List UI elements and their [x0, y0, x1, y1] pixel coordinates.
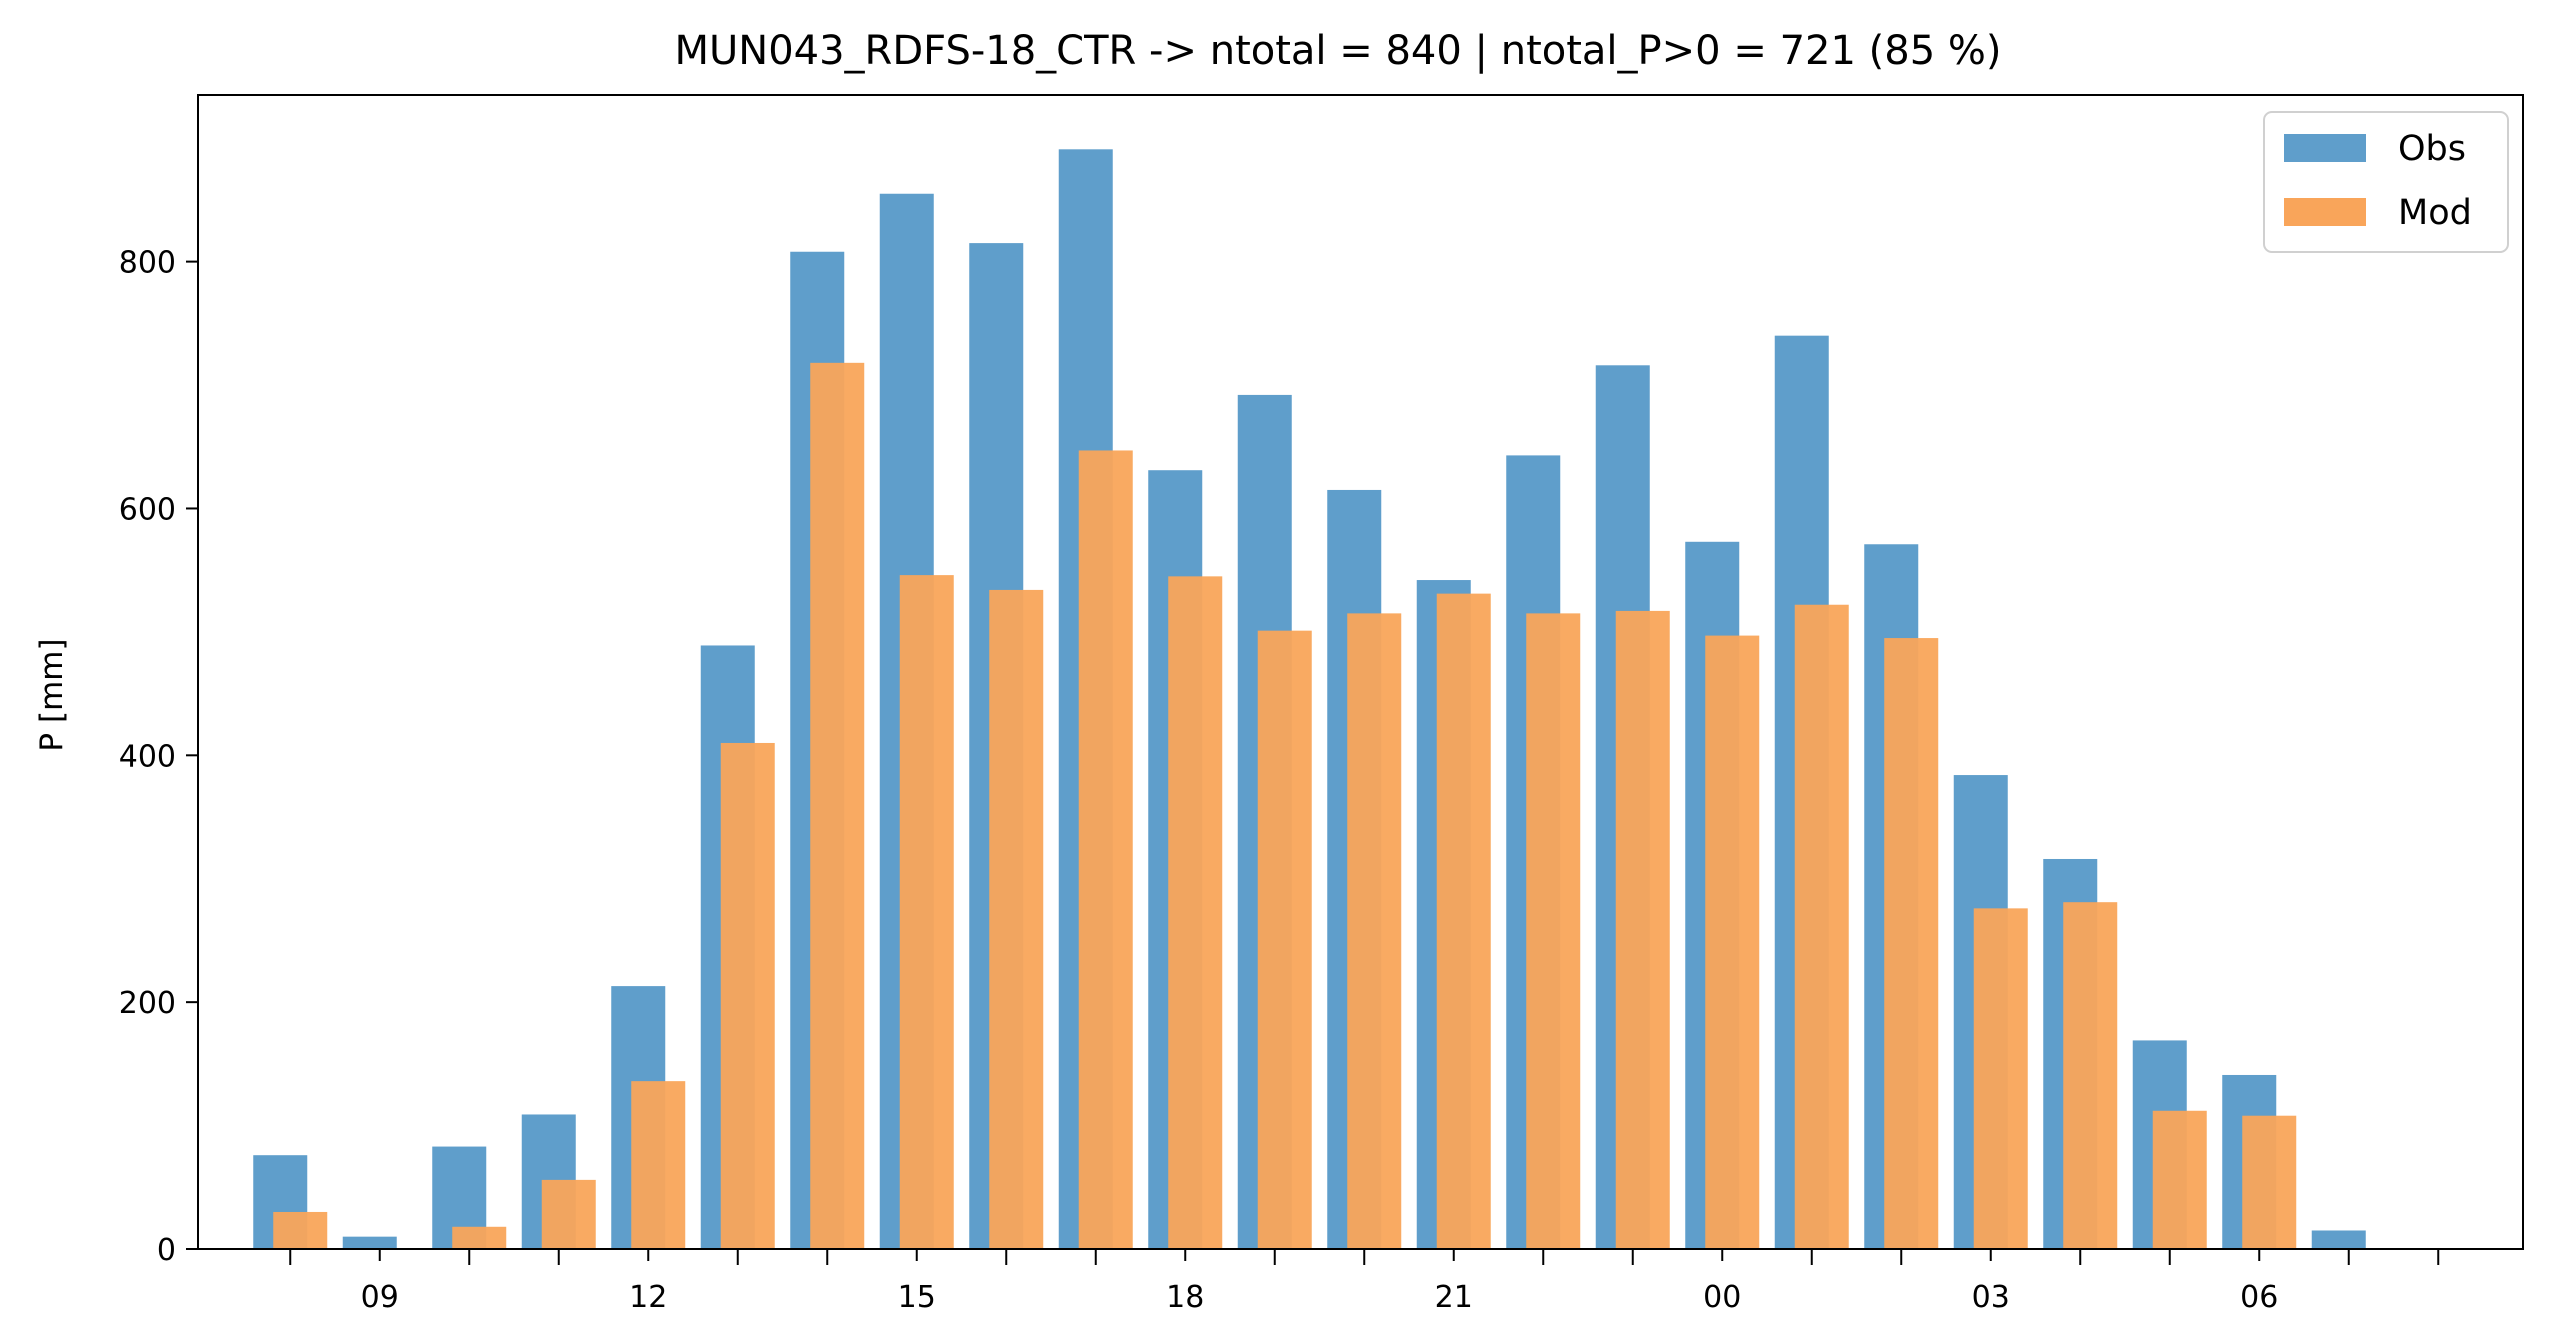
mod-bar-10 [1168, 576, 1223, 1249]
mod-bar-11 [1257, 630, 1312, 1249]
mod-bar-19 [1973, 908, 2028, 1249]
legend: Obs Mod [2263, 111, 2509, 253]
mod-bar-17 [1794, 604, 1849, 1249]
mod-bar-2 [452, 1226, 507, 1249]
obs-bar-23 [2311, 1230, 2366, 1249]
mod-bar-12 [1347, 613, 1402, 1249]
x-tick-label-4: 21 [1435, 1280, 1473, 1315]
y-tick-label-3: 600 [119, 492, 176, 527]
mod-bar-7 [899, 575, 954, 1249]
y-tick-label-1: 200 [119, 986, 176, 1021]
x-tick-label-1: 12 [629, 1280, 667, 1315]
chart-title: MUN043_RDFS-18_CTR -> ntotal = 840 | nto… [675, 28, 2002, 74]
legend-label-obs: Obs [2398, 129, 2466, 169]
mod-bar-22 [2242, 1115, 2297, 1249]
x-tick-label-7: 06 [2240, 1280, 2278, 1315]
mod-bar-18 [1884, 638, 1939, 1249]
y-tick-label-4: 800 [119, 246, 176, 281]
obs-bar-1 [342, 1236, 397, 1249]
plot-frame [197, 94, 2524, 1250]
mod-bar-8 [989, 589, 1044, 1249]
mod-bars [273, 362, 2297, 1250]
x-tick-label-2: 15 [898, 1280, 936, 1315]
mod-bar-0 [273, 1211, 328, 1249]
mod-bar-14 [1526, 613, 1581, 1249]
x-axis-ticks: 09 12 15 18 21 00 03 06 [289, 1249, 2440, 1315]
legend-swatch-mod [2284, 198, 2366, 226]
mod-bar-16 [1705, 635, 1760, 1249]
y-axis-label: P [mm] [34, 638, 70, 751]
y-axis-ticks: 0 200 400 600 800 [119, 246, 198, 1268]
x-tick-label-3: 18 [1166, 1280, 1204, 1315]
mod-bar-9 [1078, 450, 1133, 1250]
x-tick-label-6: 03 [1972, 1280, 2010, 1315]
mod-bar-5 [720, 742, 775, 1249]
mod-bar-15 [1615, 610, 1670, 1249]
legend-swatch-obs [2284, 134, 2366, 162]
mod-bar-21 [2152, 1110, 2207, 1249]
y-tick-label-2: 400 [119, 739, 176, 774]
mod-bar-20 [2063, 902, 2118, 1249]
y-tick-label-0: 0 [157, 1233, 176, 1268]
mod-bar-6 [810, 362, 865, 1249]
x-tick-label-0: 09 [361, 1280, 399, 1315]
legend-label-mod: Mod [2398, 193, 2472, 233]
mod-bar-3 [541, 1179, 596, 1249]
x-tick-label-5: 00 [1703, 1280, 1741, 1315]
mod-bar-4 [631, 1081, 686, 1249]
mod-bar-13 [1436, 593, 1491, 1249]
